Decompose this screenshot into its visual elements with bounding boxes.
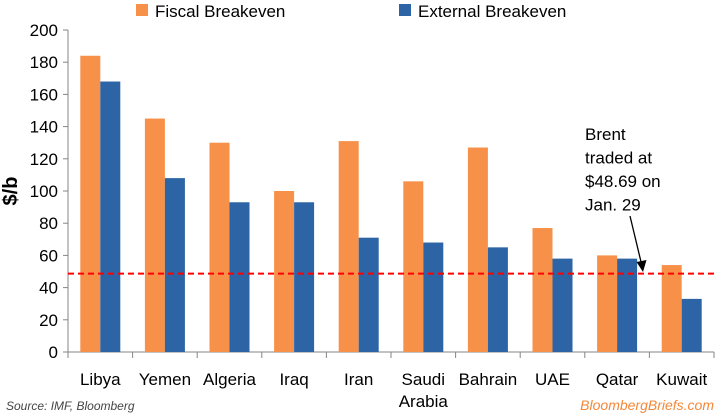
y-tick-label: 140 [30, 118, 58, 137]
y-axis: 0 20 40 60 80 100 120 140 160 180 200 [30, 21, 69, 362]
x-tick-label: Kuwait [656, 370, 707, 389]
y-axis-label: $/b [0, 177, 22, 206]
legend-label: External Breakeven [418, 2, 566, 21]
bar-fiscal-breakeven [467, 147, 488, 352]
x-tick-label: Yemen [139, 370, 191, 389]
bar-fiscal-breakeven [532, 228, 553, 352]
x-tick-label: Saudi Arabia [399, 370, 449, 411]
bar-external-breakeven [681, 298, 702, 352]
annotation-line: Jan. 29 [585, 196, 641, 215]
annotation-arrow-shaft [629, 215, 643, 267]
y-tick-label: 80 [39, 214, 58, 233]
x-tick-label: UAE [535, 370, 570, 389]
annotation-line: traded at [585, 149, 652, 168]
legend: Fiscal Breakeven External Breakeven [136, 2, 566, 21]
bar-external-breakeven [358, 237, 379, 352]
legend-label: Fiscal Breakeven [155, 2, 285, 21]
source-note: Source: IMF, Bloomberg [6, 399, 135, 413]
y-tick-label: 100 [30, 182, 58, 201]
bar-fiscal-breakeven [661, 265, 682, 352]
x-tick-label: Algeria [203, 370, 256, 389]
legend-swatch-fiscal [136, 4, 148, 16]
x-tick-label: Qatar [596, 370, 639, 389]
bar-fiscal-breakeven [274, 191, 295, 352]
bar-external-breakeven [617, 258, 638, 352]
x-tick-label: Iran [344, 370, 373, 389]
bar-fiscal-breakeven [144, 118, 165, 352]
annotation-line: Brent [585, 125, 626, 144]
annotation-arrow-head [636, 260, 647, 272]
y-tick-label: 0 [49, 343, 58, 362]
y-tick-label: 20 [39, 311, 58, 330]
bar-fiscal-breakeven [597, 255, 618, 352]
bars [80, 55, 702, 353]
bar-external-breakeven [552, 258, 573, 352]
bar-fiscal-breakeven [403, 181, 424, 352]
legend-swatch-external [399, 4, 411, 16]
bar-external-breakeven [229, 202, 250, 352]
x-tick-label: Bahrain [459, 370, 518, 389]
bar-external-breakeven [164, 178, 185, 352]
brand-credit: BloombergBriefs.com [580, 397, 714, 413]
bar-external-breakeven [487, 247, 508, 352]
bar-fiscal-breakeven [80, 55, 101, 352]
y-tick-label: 40 [39, 279, 58, 298]
bar-fiscal-breakeven [209, 142, 230, 352]
y-tick-label: 160 [30, 85, 58, 104]
annotation: Brent traded at $48.69 on Jan. 29 [585, 125, 661, 272]
bar-external-breakeven [423, 242, 444, 352]
annotation-line: $48.69 on [585, 172, 661, 191]
x-tick-label: Iraq [279, 370, 308, 389]
bar-external-breakeven [294, 202, 315, 352]
y-tick-label: 120 [30, 150, 58, 169]
y-tick-label: 60 [39, 246, 58, 265]
x-tick-label: Libya [80, 370, 121, 389]
y-tick-label: 200 [30, 21, 58, 40]
bar-fiscal-breakeven [338, 141, 359, 352]
y-tick-label: 180 [30, 53, 58, 72]
bar-external-breakeven [100, 81, 121, 353]
